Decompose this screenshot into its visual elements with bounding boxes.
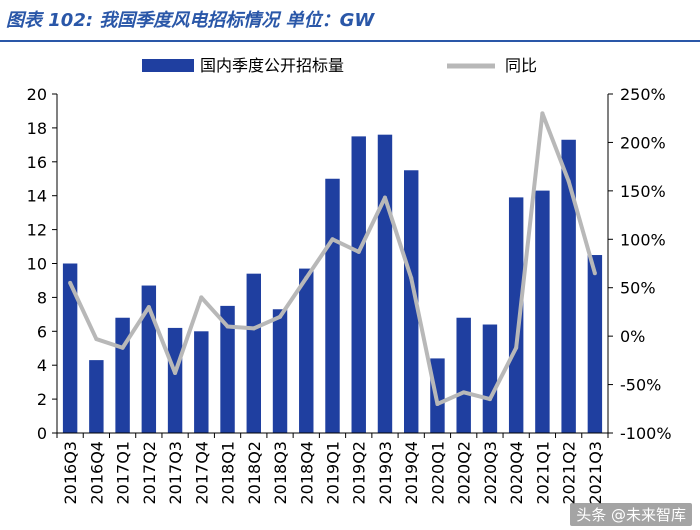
bar-2020Q3 — [482, 324, 498, 433]
left-tick-label: 14 — [27, 187, 47, 206]
x-tick-label-2020Q2: 2020Q2 — [455, 441, 474, 505]
yoy-point-2016Q3 — [68, 280, 73, 285]
title-divider — [0, 40, 700, 42]
right-tick-label: -100% — [620, 424, 672, 443]
right-tick-label: 100% — [620, 230, 666, 249]
yoy-point-2021Q1 — [540, 111, 545, 116]
x-tick-label-2019Q4: 2019Q4 — [402, 441, 421, 505]
right-tick-label: 50% — [620, 279, 656, 298]
yoy-point-2016Q4 — [94, 337, 99, 342]
left-tick-label: 2 — [37, 390, 47, 409]
right-tick-label: 200% — [620, 133, 666, 152]
legend-label-bar: 国内季度公开招标量 — [200, 56, 344, 75]
bar-2020Q2 — [456, 317, 471, 433]
x-tick-label-2020Q3: 2020Q3 — [481, 441, 500, 505]
legend: 国内季度公开招标量 同比 — [142, 56, 537, 75]
left-tick-label: 18 — [27, 119, 47, 138]
left-tick-label: 8 — [37, 288, 47, 307]
bar-2021Q1 — [535, 190, 550, 433]
x-tick-label-2018Q4: 2018Q4 — [297, 441, 316, 505]
bar-2019Q3 — [377, 134, 393, 433]
yoy-point-2020Q3 — [487, 397, 492, 402]
x-tick-label-2018Q1: 2018Q1 — [219, 441, 238, 505]
bar-2019Q4 — [404, 170, 419, 433]
left-tick-label: 12 — [27, 221, 47, 240]
yoy-point-2017Q4 — [199, 295, 204, 300]
legend-label-line: 同比 — [505, 56, 537, 75]
bar-2018Q2 — [246, 273, 261, 433]
bar-2019Q2 — [351, 136, 366, 434]
yoy-point-2018Q3 — [278, 314, 283, 319]
right-tick-label: 250% — [620, 85, 666, 104]
left-tick-label: 0 — [37, 424, 47, 443]
yoy-point-2017Q3 — [173, 370, 178, 375]
yoy-point-2021Q3 — [592, 271, 597, 276]
yoy-point-2018Q4 — [304, 276, 309, 281]
yoy-point-2019Q4 — [409, 276, 414, 281]
yoy-point-2018Q1 — [225, 324, 230, 329]
bar-2019Q1 — [325, 178, 340, 433]
x-tick-label-2021Q3: 2021Q3 — [586, 441, 605, 505]
right-tick-label: 0% — [620, 327, 645, 346]
left-tick-label: 16 — [27, 153, 47, 172]
x-tick-label-2017Q4: 2017Q4 — [192, 441, 211, 505]
bar-2016Q4 — [89, 360, 104, 433]
yoy-point-2020Q4 — [514, 345, 519, 350]
right-tick-label: 150% — [620, 182, 666, 201]
x-tick-label-2016Q4: 2016Q4 — [87, 441, 106, 505]
right-tick-label: -50% — [620, 376, 661, 395]
x-tick-label-2019Q2: 2019Q2 — [350, 441, 369, 505]
yoy-point-2019Q2 — [356, 249, 361, 254]
left-tick-label: 20 — [27, 85, 47, 104]
yoy-point-2020Q2 — [461, 390, 466, 395]
yoy-point-2017Q1 — [120, 345, 125, 350]
x-tick-label-2019Q1: 2019Q1 — [324, 441, 343, 505]
bar-2017Q1 — [115, 317, 130, 433]
watermark: 头条 @未来智库 — [570, 503, 692, 526]
bar-2018Q3 — [272, 309, 288, 433]
x-tick-label-2018Q3: 2018Q3 — [271, 441, 290, 505]
left-tick-label: 6 — [37, 322, 47, 341]
yoy-point-2018Q2 — [251, 326, 256, 331]
yoy-point-2020Q1 — [435, 401, 440, 406]
x-tick-label-2019Q3: 2019Q3 — [376, 441, 395, 505]
bar-2021Q2 — [561, 139, 576, 433]
bar-2017Q3 — [167, 327, 183, 433]
x-tick-label-2017Q1: 2017Q1 — [114, 441, 133, 505]
bar-2016Q3 — [62, 263, 78, 433]
yoy-point-2019Q3 — [382, 195, 387, 200]
yoy-point-2021Q2 — [566, 179, 571, 184]
x-tick-label-2020Q1: 2020Q1 — [428, 441, 447, 505]
x-tick-label-2020Q4: 2020Q4 — [507, 441, 526, 505]
left-tick-label: 10 — [27, 255, 47, 274]
bar-2017Q2 — [141, 285, 157, 433]
bar-2017Q4 — [194, 331, 209, 433]
yoy-point-2017Q2 — [146, 305, 151, 310]
legend-swatch-bar — [142, 59, 194, 72]
yoy-point-2019Q1 — [330, 237, 335, 242]
x-tick-label-2021Q2: 2021Q2 — [560, 441, 579, 505]
x-tick-label-2017Q2: 2017Q2 — [140, 441, 159, 505]
x-tick-label-2021Q1: 2021Q1 — [533, 441, 552, 505]
bar-2018Q4 — [299, 268, 314, 433]
x-tick-label-2016Q3: 2016Q3 — [61, 441, 80, 505]
left-tick-label: 4 — [37, 356, 47, 375]
bar-2020Q4 — [508, 197, 524, 433]
bar-2018Q1 — [220, 305, 235, 434]
x-tick-label-2018Q2: 2018Q2 — [245, 441, 264, 505]
bar-2021Q3 — [587, 255, 603, 433]
x-tick-label-2017Q3: 2017Q3 — [166, 441, 185, 505]
chart-title: 图表 102: 我国季度风电招标情况 单位：GW — [6, 10, 375, 31]
